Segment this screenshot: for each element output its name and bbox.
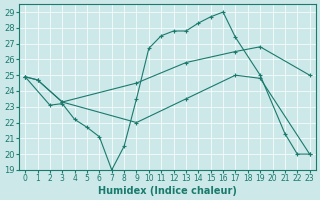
X-axis label: Humidex (Indice chaleur): Humidex (Indice chaleur) [98, 186, 237, 196]
